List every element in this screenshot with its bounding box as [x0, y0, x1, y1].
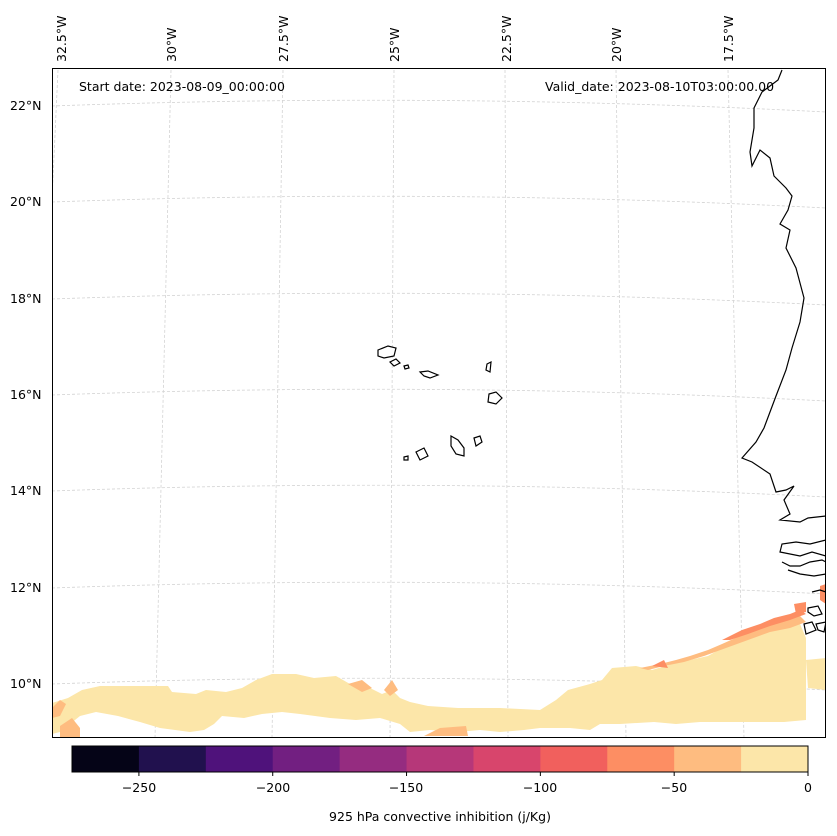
meridian-27.5w — [271, 69, 284, 738]
parallel-10n — [52, 677, 826, 691]
colorbar-segment — [339, 746, 408, 772]
colorbar-tick-label: −150 — [388, 780, 424, 795]
cin-patch-orange-6 — [640, 616, 806, 670]
colorbar-segment — [540, 746, 608, 772]
lat-label-20n: 20°N — [10, 194, 42, 209]
cin-field — [52, 584, 826, 738]
meridian-32.5w — [52, 69, 59, 201]
cin-patch-salmon-1 — [722, 610, 806, 640]
meridian-22.5w — [504, 69, 509, 738]
colorbar-segments — [72, 746, 809, 772]
colorbar-tick-label: 0 — [804, 780, 812, 795]
island-santo-antao — [377, 345, 397, 359]
meridian-20w — [615, 69, 627, 738]
colorbar-segment — [138, 746, 207, 772]
cin-patch-salmon-4 — [652, 660, 668, 668]
colorbar-segment — [272, 746, 341, 772]
colorbar-segment — [72, 746, 140, 772]
colorbar-segment — [406, 746, 474, 772]
cin-band-light — [52, 624, 806, 734]
parallel-12n — [52, 581, 826, 595]
colorbar-tick-label: −100 — [522, 780, 558, 795]
island-sal — [485, 360, 492, 373]
lat-label-16n: 16°N — [10, 387, 42, 402]
colorbar-segment — [473, 746, 541, 772]
parallel-16n — [52, 388, 826, 402]
valid-date-label: Valid_date: 2023-08-10T03:00:00.00 — [545, 79, 775, 94]
island-brava — [403, 455, 409, 461]
cin-patch-orange-3 — [424, 726, 468, 736]
cape-verde-islands — [377, 345, 503, 461]
cin-patch-orange-4 — [348, 680, 372, 692]
colorbar-tick-label: −50 — [660, 780, 688, 795]
meridian-17.5w — [727, 69, 745, 738]
colorbar-segment — [205, 746, 274, 772]
cin-patch-orange-2 — [60, 718, 80, 738]
colorbar-segment — [607, 746, 675, 772]
cin-patch-orange-5 — [384, 680, 398, 696]
lat-label-10n: 10°N — [10, 676, 42, 691]
map-frame — [52, 68, 826, 738]
parallel-22n — [52, 99, 826, 113]
colorbar-tick-label: −200 — [255, 780, 291, 795]
start-date-label: Start date: 2023-08-09_00:00:00 — [79, 79, 285, 94]
meridian-25w — [389, 69, 395, 738]
africa-coastline — [740, 69, 826, 523]
colorbar-segment — [741, 746, 809, 772]
parallel-18n — [52, 292, 826, 306]
island-sao-nicolau — [418, 370, 440, 379]
colorbar-tick-label: −250 — [121, 780, 157, 795]
cin-patch-orange-1 — [52, 700, 66, 718]
cin-patch-salmon-2 — [794, 602, 806, 614]
lat-label-12n: 12°N — [10, 580, 42, 595]
colorbar-segment — [674, 746, 742, 772]
lat-label-14n: 14°N — [10, 483, 42, 498]
graticule — [52, 69, 826, 738]
gambia-senegal-coast — [779, 539, 826, 635]
parallel-14n — [52, 484, 826, 498]
island-maio — [473, 435, 483, 447]
island-sao-vicente — [388, 358, 402, 367]
colorbar-title: 925 hPa convective inhibition (j/Kg) — [329, 809, 551, 824]
island-fogo — [415, 447, 429, 461]
colorbar-ticks — [138, 772, 809, 776]
island-santa-luzia — [403, 364, 410, 370]
island-boa-vista — [487, 391, 503, 405]
cin-band-light-right — [806, 658, 826, 690]
cin-patch-salmon-3 — [820, 584, 826, 604]
parallel-20n — [52, 195, 826, 209]
lat-label-22n: 22°N — [10, 98, 42, 113]
meridian-30w — [154, 69, 172, 738]
lat-label-18n: 18°N — [10, 291, 42, 306]
island-santiago — [450, 434, 465, 457]
colorbar-outline — [71, 745, 809, 773]
